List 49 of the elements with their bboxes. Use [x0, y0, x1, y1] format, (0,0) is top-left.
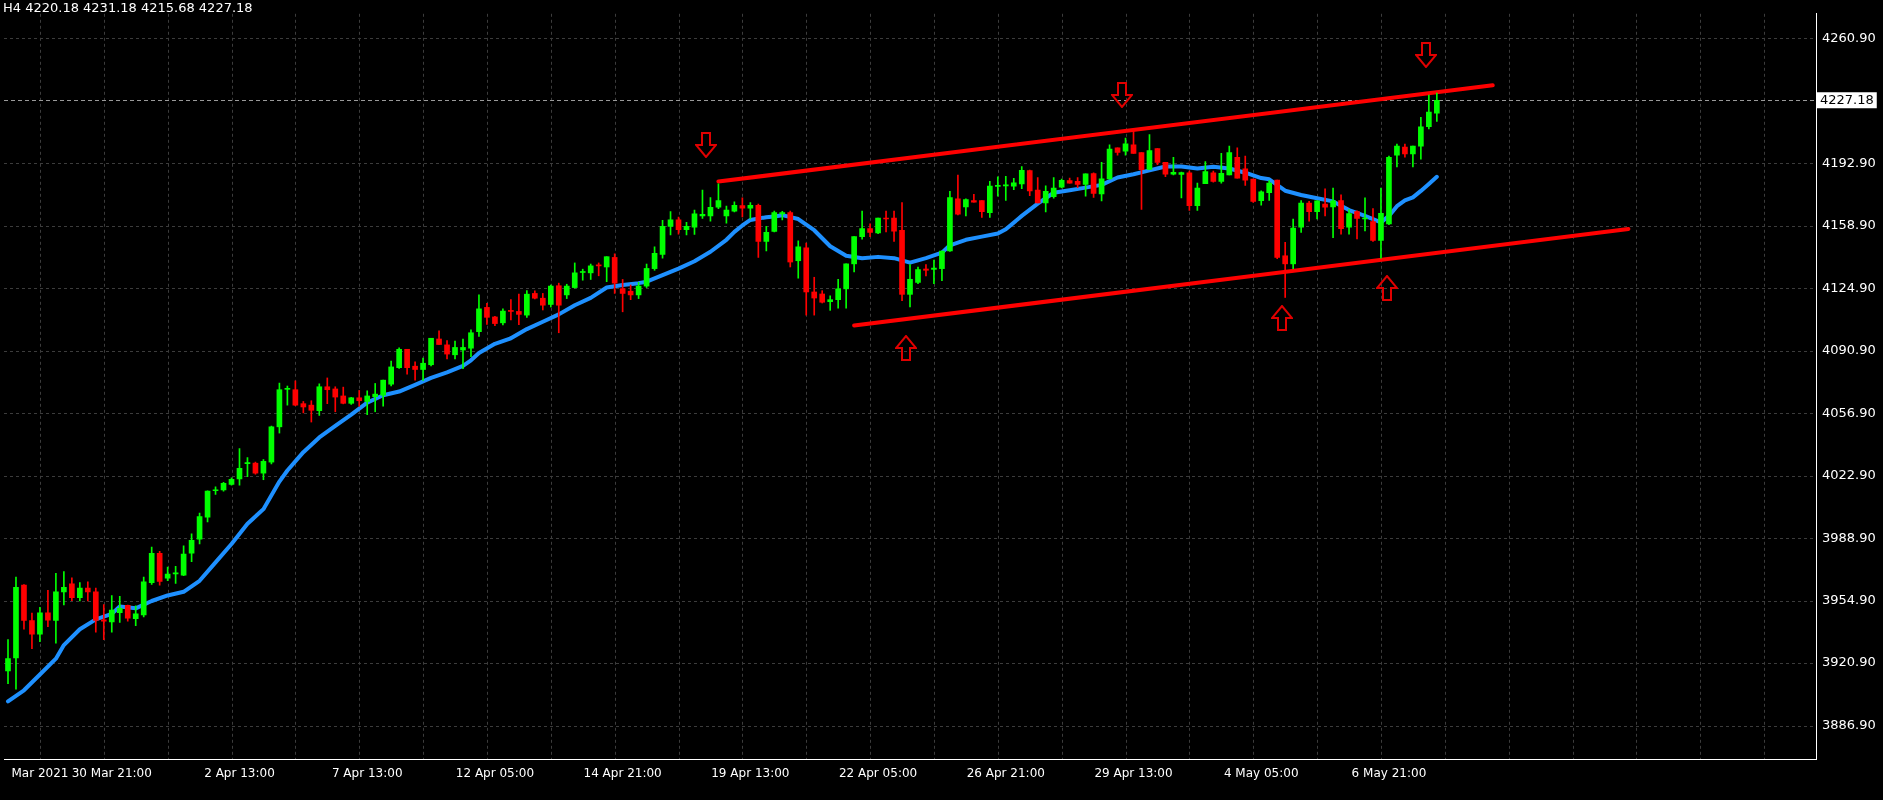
candlestick — [827, 295, 834, 311]
y-tick-label: 3988.90 — [1822, 529, 1876, 545]
x-tick-label: 12 Apr 05:00 — [455, 766, 535, 781]
y-tick-label: 3920.90 — [1822, 654, 1876, 670]
candlestick — [1282, 242, 1288, 298]
x-tick-label: 22 Apr 05:00 — [838, 766, 918, 781]
y-tick-label: 4022.90 — [1822, 467, 1876, 483]
y-tick-label: 4090.90 — [1822, 342, 1876, 358]
candlestick — [356, 390, 363, 407]
candlestick — [84, 581, 91, 602]
candlestick — [811, 276, 818, 316]
candlestick — [516, 293, 522, 325]
candlestick — [132, 605, 139, 626]
y-tick-label: 4056.90 — [1822, 404, 1876, 420]
candlestick — [779, 210, 786, 221]
candlestick — [45, 590, 51, 628]
x-tick-label: 2 Apr 13:00 — [204, 766, 275, 781]
chart-title: H4 4220.18 4231.18 4215.68 4227.18 — [3, 0, 253, 15]
candlestick — [1322, 188, 1328, 217]
candlestick — [931, 259, 937, 285]
candlestick — [100, 604, 107, 640]
candlestick — [324, 377, 331, 404]
x-tick-label: 4 May 05:00 — [1223, 766, 1299, 781]
x-tick-label: 29 Apr 13:00 — [1094, 766, 1173, 781]
candlestick — [994, 176, 1001, 197]
y-tick-label: 4124.90 — [1822, 279, 1876, 295]
candlestick — [412, 361, 418, 381]
x-tick-label: 7 Apr 13:00 — [331, 766, 403, 781]
y-tick-label: 3886.90 — [1822, 716, 1876, 732]
candlestick — [116, 595, 123, 623]
y-tick-label: 3954.90 — [1822, 592, 1876, 607]
x-tick-label: 6 May 21:00 — [1351, 766, 1427, 781]
candlestick — [460, 338, 466, 370]
candlestick — [923, 264, 929, 277]
x-tick-label: 26 Apr 21:00 — [966, 766, 1045, 781]
ref-line-label: 4227.18 — [1820, 91, 1874, 107]
candlestick — [364, 390, 371, 416]
candlestick — [508, 299, 514, 321]
x-tick-label: 14 Apr 21:00 — [583, 766, 662, 781]
y-tick-label: 4158.90 — [1822, 217, 1876, 233]
y-tick-label: 4192.90 — [1822, 154, 1876, 170]
candlestick — [372, 383, 379, 413]
x-tick-label: Mar 2021 — [11, 766, 69, 781]
candlestick — [1330, 187, 1336, 238]
candlestick — [579, 268, 586, 281]
x-tick-label: 19 Apr 13:00 — [711, 766, 790, 781]
y-tick-label: 4260.90 — [1822, 29, 1876, 45]
x-tick-label: 30 Mar 21:00 — [71, 766, 152, 781]
candlestick — [61, 571, 67, 606]
